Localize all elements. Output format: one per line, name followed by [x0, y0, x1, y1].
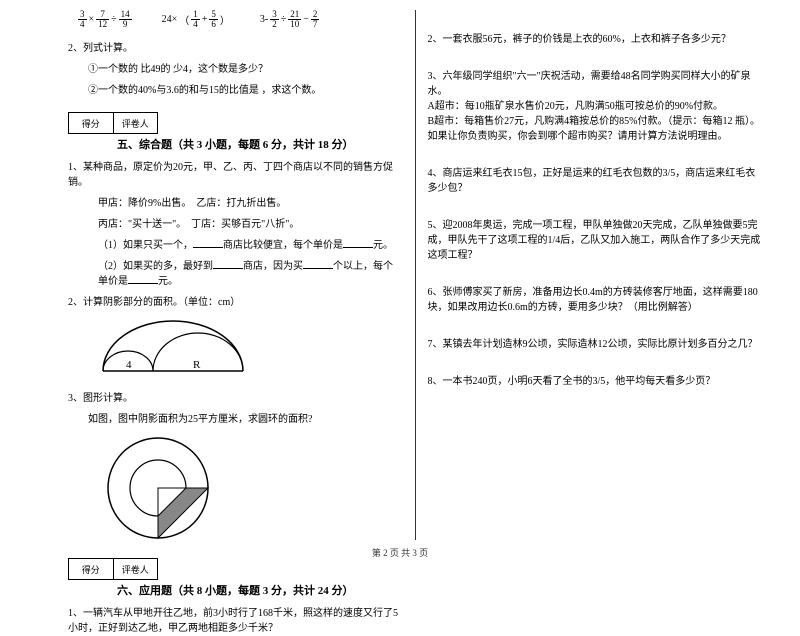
column-divider: [415, 10, 416, 540]
score-label: 得分: [69, 113, 114, 133]
score-box-6: 得分 评卷人: [68, 558, 158, 580]
page-container: 34 × 712 ÷ 149 24×（ 14 + 56 ） 3- 32 ÷ 21…: [0, 0, 800, 540]
s5-q3: 3、图形计算。: [68, 391, 403, 406]
s5-q1b: 丙店："买十送一"。 丁店：买够百元"八折"。: [68, 217, 403, 232]
section-5-title: 五、综合题（共 3 小题，每题 6 分，共计 18 分）: [68, 136, 403, 152]
r-q3b: A超市：每10瓶矿泉水售价20元，凡购满50瓶可按总价的90%付款。: [428, 99, 763, 114]
right-column: 2、一套衣服56元，裤子的价钱是上衣的60%，上衣和裤子各多少元？ 3、六年级同…: [420, 10, 771, 540]
label-4: 4: [126, 359, 132, 371]
q2-title: 2、列式计算。: [68, 41, 403, 56]
s5-q1c: （1）如果只买一个，商店比较便宜，每个单价是元。: [68, 238, 403, 253]
r-q3a: 3、六年级同学组织"六一"庆祝活动，需要给48名同学购买同样大小的矿泉水。: [428, 69, 763, 99]
s5-q2: 2、计算阴影部分的面积。（单位：cm）: [68, 295, 403, 310]
s5-q1a: 甲店：降价9%出售。 乙店：打九折出售。: [68, 196, 403, 211]
r-q5: 5、迎2008年奥运，完成一项工程，甲队单独做20天完成，乙队单独做要5完成，甲…: [428, 218, 763, 263]
s5-q3a: 如图，图中阴影面积为25平方厘米，求圆环的面积?: [68, 412, 403, 427]
r-q3d: 如果让你负责购买，你会到哪个超市购买？请用计算方法说明理由。: [428, 129, 763, 144]
ring-figure: [98, 433, 403, 546]
score-label: 得分: [69, 559, 114, 579]
s5-q1d: （2）如果买的多，最好到商店，因为买个以上，每个单价是元。: [68, 259, 403, 289]
page-footer: 第 2 页 共 3 页: [0, 546, 800, 559]
grader-label: 评卷人: [114, 113, 158, 133]
s5-q1: 1、某种商品，原定价为20元，甲、乙、丙、丁四个商店以不同的销售方促销。: [68, 160, 403, 190]
q2-sub1: ①一个数的 比49的 少4，这个数是多少？: [68, 62, 403, 77]
equations-row: 34 × 712 ÷ 149 24×（ 14 + 56 ） 3- 32 ÷ 21…: [68, 10, 403, 29]
r-q8: 8、一本书240页，小明6天看了全书的3/5，他平均每天看多少页？: [428, 374, 763, 389]
label-r: R: [193, 359, 201, 371]
section-6-title: 六、应用题（共 8 小题，每题 3 分，共计 24 分）: [68, 582, 403, 598]
q2-sub2: ②一个数的40%与3.6的和与15的比值是 ，求这个数。: [68, 83, 403, 98]
score-box-5: 得分 评卷人: [68, 112, 158, 134]
semicircle-figure: 4 R: [98, 316, 403, 379]
r-q2: 2、一套衣服56元，裤子的价钱是上衣的60%，上衣和裤子各多少元？: [428, 32, 763, 47]
r-q3: 3、六年级同学组织"六一"庆祝活动，需要给48名同学购买同样大小的矿泉水。 A超…: [428, 69, 763, 144]
grader-label: 评卷人: [114, 559, 158, 579]
equation-3: 3- 32 ÷ 2110 − 27: [260, 10, 319, 29]
r-q7: 7、某镇去年计划造林9公顷，实际造林12公顷，实际比原计划多百分之几？: [428, 337, 763, 352]
equation-1: 34 × 712 ÷ 149: [78, 10, 132, 29]
equation-2: 24×（ 14 + 56 ）: [162, 10, 230, 29]
left-column: 34 × 712 ÷ 149 24×（ 14 + 56 ） 3- 32 ÷ 21…: [60, 10, 411, 540]
r-q3c: B超市：每箱售价27元，凡购满4箱按总价的85%付款。（提示：每箱12 瓶）。: [428, 114, 763, 129]
r-q4: 4、商店运来红毛衣15包，正好是运来的红毛衣包数的3/5，商店运来红毛衣多少包？: [428, 166, 763, 196]
s6-q1: 1、一辆汽车从甲地开往乙地，前3小时行了168千米，照这样的速度又行了5小时，正…: [68, 606, 403, 636]
r-q6: 6、张师傅家买了新房，准备用边长0.4m的方砖装修客厅地面，这样需要180块，如…: [428, 285, 763, 315]
